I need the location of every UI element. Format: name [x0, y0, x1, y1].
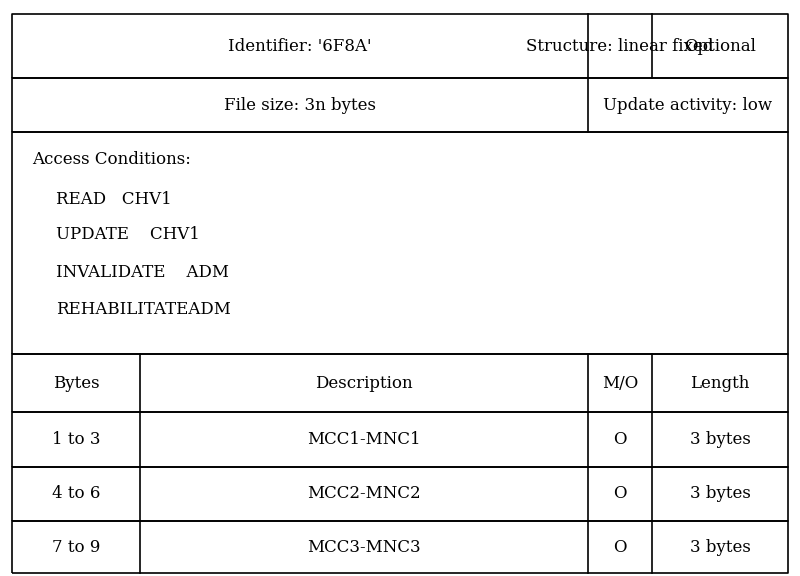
- Text: UPDATE    CHV1: UPDATE CHV1: [56, 226, 200, 243]
- Text: REHABILITATEADM: REHABILITATEADM: [56, 301, 231, 319]
- Text: MCC1-MNC1: MCC1-MNC1: [307, 431, 421, 448]
- Text: 3 bytes: 3 bytes: [690, 486, 750, 502]
- Text: Length: Length: [690, 374, 750, 392]
- Text: O: O: [614, 539, 626, 556]
- Text: Bytes: Bytes: [53, 374, 99, 392]
- Text: Description: Description: [315, 374, 413, 392]
- Text: O: O: [614, 431, 626, 448]
- Text: 3 bytes: 3 bytes: [690, 431, 750, 448]
- Text: Update activity: low: Update activity: low: [603, 97, 773, 113]
- Text: O: O: [614, 486, 626, 502]
- Text: 4 to 6: 4 to 6: [52, 486, 100, 502]
- Text: 7 to 9: 7 to 9: [52, 539, 100, 556]
- Text: Optional: Optional: [684, 37, 756, 55]
- Text: Identifier: '6F8A': Identifier: '6F8A': [228, 37, 372, 55]
- Text: MCC3-MNC3: MCC3-MNC3: [307, 539, 421, 556]
- Text: M/O: M/O: [602, 374, 638, 392]
- Text: 3 bytes: 3 bytes: [690, 539, 750, 556]
- Text: MCC2-MNC2: MCC2-MNC2: [307, 486, 421, 502]
- Text: READ   CHV1: READ CHV1: [56, 191, 172, 207]
- Text: 1 to 3: 1 to 3: [52, 431, 100, 448]
- Text: Access Conditions:: Access Conditions:: [32, 150, 191, 168]
- Text: Structure: linear fixed: Structure: linear fixed: [526, 37, 714, 55]
- Text: File size: 3n bytes: File size: 3n bytes: [224, 97, 376, 113]
- Text: INVALIDATE    ADM: INVALIDATE ADM: [56, 264, 229, 281]
